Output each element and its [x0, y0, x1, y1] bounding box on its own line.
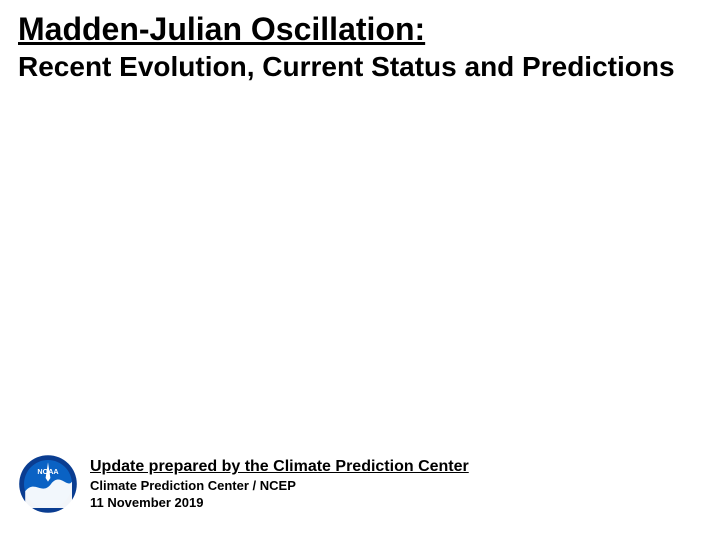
noaa-logo-icon: NOAA [18, 454, 78, 514]
organization-line: Climate Prediction Center / NCEP [90, 478, 469, 493]
footer-text: Update prepared by the Climate Predictio… [90, 458, 469, 510]
page-subtitle: Recent Evolution, Current Status and Pre… [18, 51, 702, 83]
footer: NOAA Update prepared by the Climate Pred… [18, 454, 469, 514]
date-line: 11 November 2019 [90, 495, 469, 510]
page-title: Madden-Julian Oscillation: [18, 12, 702, 47]
update-prepared-line: Update prepared by the Climate Predictio… [90, 458, 469, 476]
noaa-logo-svg: NOAA [18, 454, 78, 514]
slide: Madden-Julian Oscillation: Recent Evolut… [0, 0, 720, 540]
logo-label-text: NOAA [37, 467, 58, 476]
